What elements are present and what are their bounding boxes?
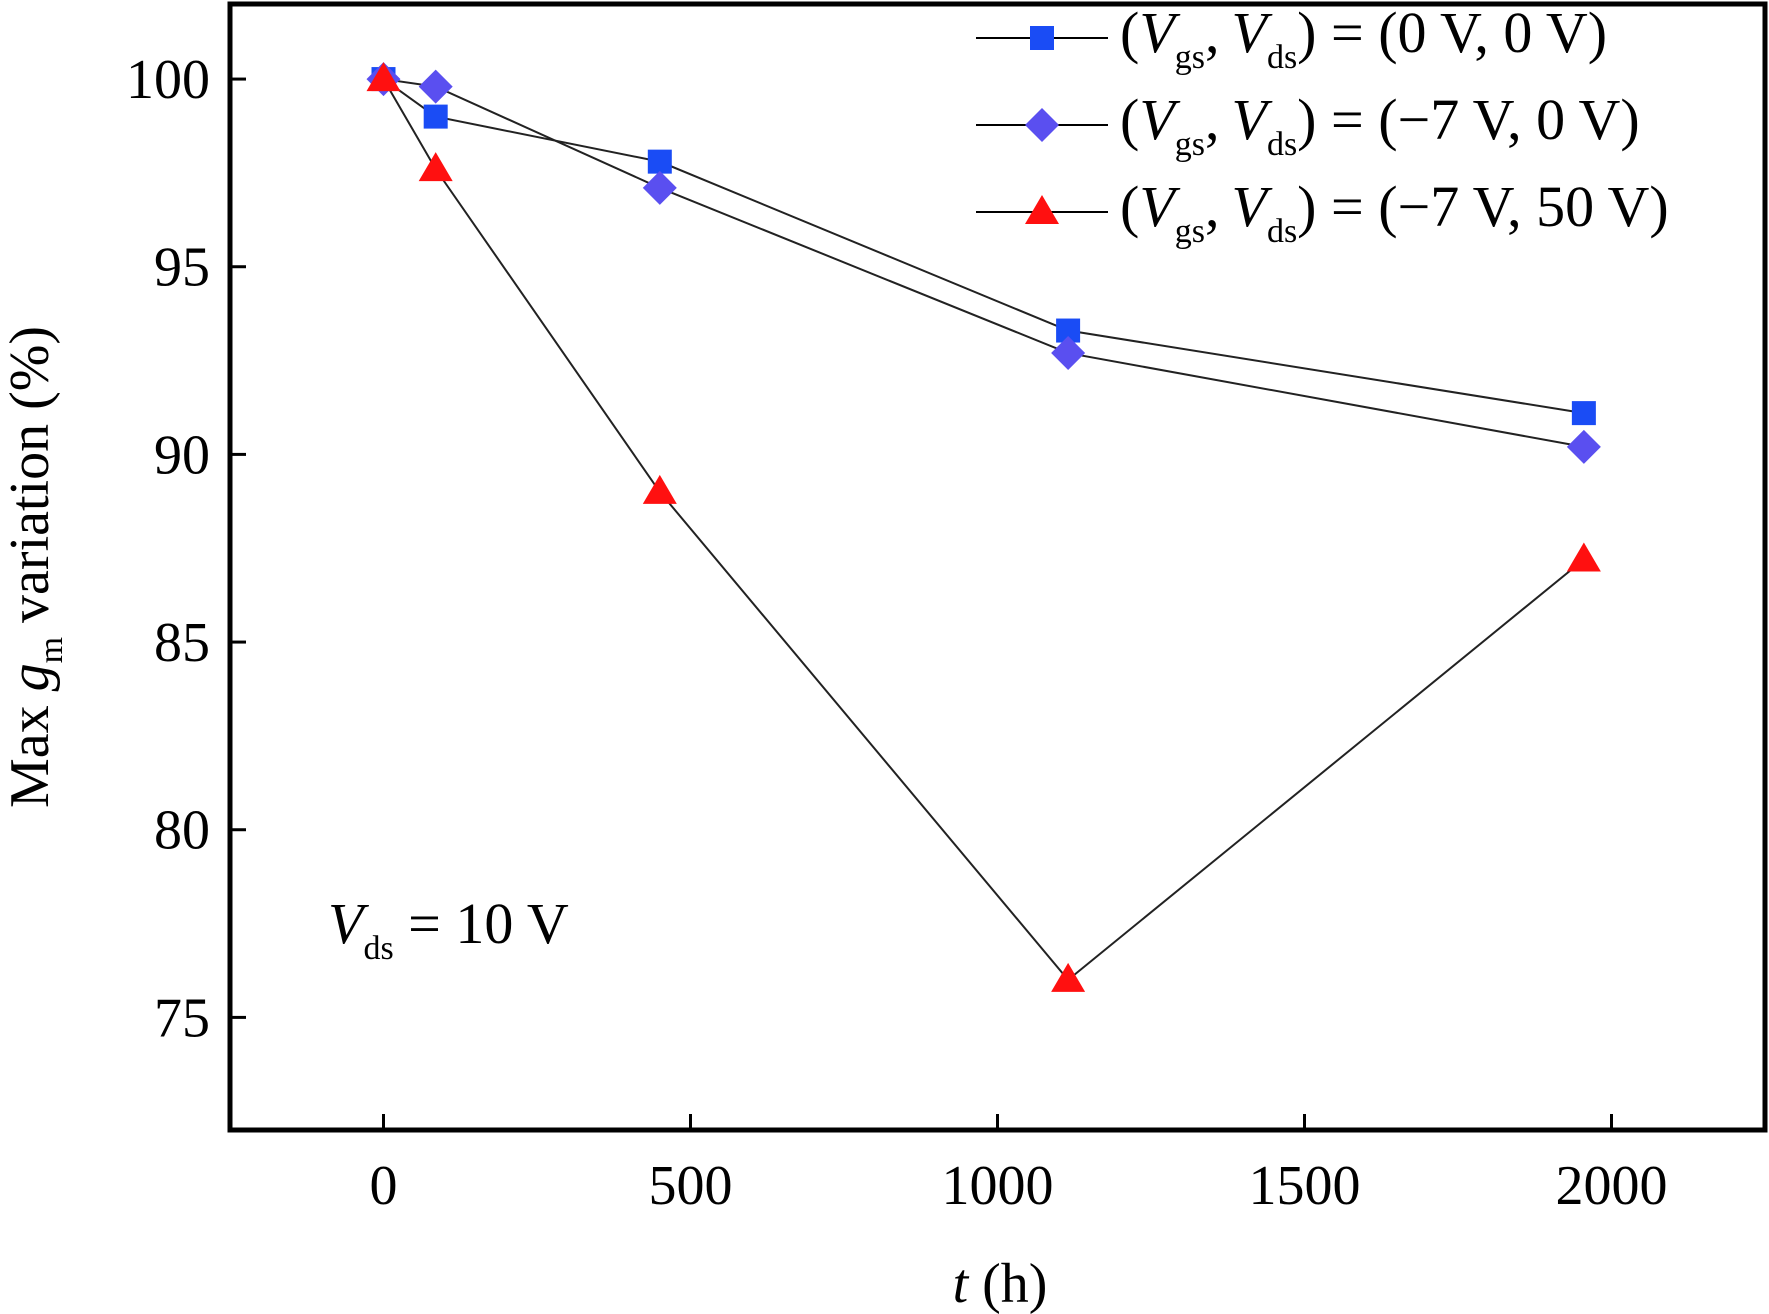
x-tick-label: 2000 xyxy=(1556,1155,1668,1217)
data-point-series-3 xyxy=(1566,542,1601,572)
legend: (Vgs, Vds) = (0 V, 0 V) (Vgs, Vds) = (−7 V,… xyxy=(976,0,1669,250)
y-tick-label: 85 xyxy=(154,612,210,674)
y-axis-title: Max gm variation (%) xyxy=(0,326,70,808)
data-point-series-2 xyxy=(1566,429,1601,464)
y-tick-label: 90 xyxy=(154,424,210,486)
y-axis-variable: g xyxy=(0,663,61,691)
annotation-value: = 10 V xyxy=(394,891,569,956)
series-markers xyxy=(366,62,1601,992)
y-tick-label: 75 xyxy=(154,987,210,1049)
y-axis-ticks: 75 80 85 90 95 100 xyxy=(126,49,246,1049)
x-axis-variable: t xyxy=(953,1253,970,1314)
x-tick-label: 1500 xyxy=(1249,1155,1361,1217)
data-point-series-3 xyxy=(418,152,453,182)
x-tick-label: 1000 xyxy=(942,1155,1054,1217)
data-point-series-2 xyxy=(418,69,453,104)
annotation-subscript: ds xyxy=(363,930,393,967)
data-point-series-1 xyxy=(423,104,448,129)
data-point-series-3 xyxy=(1051,962,1086,992)
x-tick-label: 500 xyxy=(649,1155,733,1217)
y-axis-suffix: variation (%) xyxy=(0,326,61,623)
data-point-series-2 xyxy=(642,170,677,205)
y-axis-variable-subscript: m xyxy=(33,637,70,663)
data-point-series-1 xyxy=(647,149,672,174)
y-tick-label: 95 xyxy=(154,237,210,299)
x-axis-title: t (h) xyxy=(953,1253,1048,1314)
legend-marker xyxy=(1025,195,1059,224)
data-point-series-3 xyxy=(642,474,677,504)
y-tick-label: 100 xyxy=(126,49,210,111)
legend-label: (Vgs, Vds) = (0 V, 0 V) xyxy=(1120,0,1607,76)
legend-marker xyxy=(1025,108,1059,142)
data-point-series-2 xyxy=(1051,336,1086,371)
y-tick-label: 80 xyxy=(154,800,210,862)
x-axis-unit: (h) xyxy=(982,1253,1047,1314)
x-tick-label: 0 xyxy=(370,1155,398,1217)
y-axis-prefix: Max xyxy=(0,705,61,808)
data-point-series-1 xyxy=(1571,401,1596,426)
legend-label: (Vgs, Vds) = (−7 V, 50 V) xyxy=(1120,174,1669,250)
x-axis-ticks: 0 500 1000 1500 2000 xyxy=(370,1114,1668,1217)
legend-label: (Vgs, Vds) = (−7 V, 0 V) xyxy=(1120,87,1640,163)
annotation: Vds = 10 V xyxy=(328,891,569,967)
data-point-series-3 xyxy=(366,62,401,92)
annotation-variable: V xyxy=(328,891,370,956)
legend-marker xyxy=(1030,26,1054,50)
